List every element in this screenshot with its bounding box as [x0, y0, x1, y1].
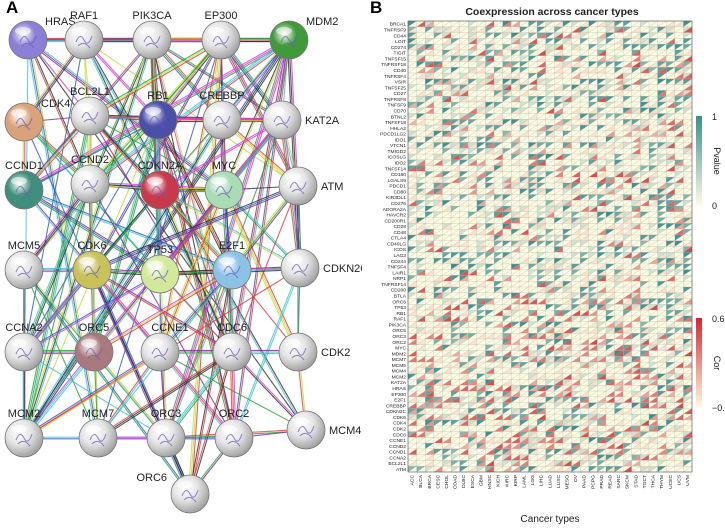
panel-b-label: B	[370, 0, 382, 18]
node-label: ORC6	[136, 472, 167, 484]
node-ccnd1[interactable]: CCND1	[5, 160, 43, 209]
node-label: CCND2	[71, 154, 109, 166]
node-label: CCNE1	[151, 322, 188, 334]
node-label: CREBBP	[199, 90, 244, 102]
node-highlight	[177, 481, 193, 489]
node-label: E2F1	[219, 240, 245, 252]
node-kat2a[interactable]: KAT2A	[263, 101, 340, 139]
node-highlight	[208, 27, 224, 35]
node-cdk2[interactable]: CDK2	[279, 333, 350, 371]
node-mcm5[interactable]: MCM5	[5, 240, 43, 289]
heatmap-cells	[408, 21, 692, 472]
node-highlight	[145, 107, 161, 115]
node-highlight	[209, 107, 225, 115]
node-ep300[interactable]: EP300	[202, 10, 240, 59]
node-highlight	[77, 171, 93, 179]
node-label: CDKN2C	[323, 263, 362, 275]
node-mcm2[interactable]: MCM2	[5, 408, 43, 457]
node-cdkn2c[interactable]: CDKN2C	[281, 249, 362, 287]
node-label: ORC2	[219, 408, 250, 420]
node-label: CDKN2A	[138, 160, 183, 172]
node-highlight	[11, 109, 27, 117]
node-label: RAF1	[70, 10, 98, 22]
node-label: MDM2	[306, 16, 338, 28]
node-highlight	[153, 425, 169, 433]
node-label: MCM5	[8, 240, 40, 252]
chart-title: Coexpression across cancer types	[465, 6, 638, 18]
node-highlight	[11, 425, 27, 433]
node-highlight	[147, 339, 163, 347]
node-highlight	[139, 27, 155, 35]
node-label: KAT2A	[305, 115, 340, 127]
node-label: CDC6	[217, 322, 247, 334]
node-highlight	[221, 425, 237, 433]
node-label: ORC5	[79, 322, 110, 334]
node-e2f1[interactable]: E2F1	[213, 240, 251, 289]
node-pik3ca[interactable]: PIK3CA	[132, 10, 172, 59]
node-mcm4[interactable]: MCM4	[287, 411, 361, 449]
node-highlight	[285, 173, 301, 181]
node-label: RB1	[147, 90, 168, 102]
node-label: CCNA2	[5, 322, 42, 334]
node-highlight	[81, 339, 97, 347]
node-atm[interactable]: ATM	[279, 167, 343, 205]
node-highlight	[11, 257, 27, 265]
node-label: ATM	[321, 181, 343, 193]
node-highlight	[219, 257, 235, 265]
node-label: CCND1	[5, 160, 43, 172]
node-highlight	[77, 103, 93, 111]
node-label: TP53	[147, 244, 173, 256]
node-highlight	[11, 339, 27, 347]
node-cdc6[interactable]: CDC6	[213, 322, 251, 371]
node-label: CDK2	[321, 347, 350, 359]
node-label: ORC3	[151, 408, 182, 420]
node-highlight	[276, 27, 292, 35]
node-highlight	[11, 177, 27, 185]
node-orc3[interactable]: ORC3	[147, 408, 185, 457]
node-highlight	[293, 417, 309, 425]
node-highlight	[147, 261, 163, 269]
node-mdm2[interactable]: MDM2	[270, 16, 338, 59]
node-raf1[interactable]: RAF1	[65, 10, 103, 59]
node-highlight	[287, 255, 303, 263]
node-highlight	[285, 339, 301, 347]
node-label: EP300	[204, 10, 237, 22]
node-orc6[interactable]: ORC6	[136, 472, 209, 513]
node-label: BCL2L1	[70, 86, 110, 98]
node-highlight	[85, 425, 101, 433]
node-orc5[interactable]: ORC5	[75, 322, 113, 371]
node-label: MCM4	[329, 425, 361, 437]
node-ccna2[interactable]: CCNA2	[5, 322, 43, 371]
node-label: MYC	[212, 160, 237, 172]
node-ccnd2[interactable]: CCND2	[71, 154, 109, 203]
node-label: CDK6	[77, 240, 106, 252]
node-mcm7[interactable]: MCM7	[79, 408, 117, 457]
node-bcl2l1[interactable]: BCL2L1	[70, 86, 110, 135]
node-highlight	[15, 27, 31, 35]
node-highlight	[219, 339, 235, 347]
node-highlight	[211, 177, 227, 185]
node-orc2[interactable]: ORC2	[215, 408, 253, 457]
node-label: MCM7	[82, 408, 114, 420]
node-highlight	[269, 107, 285, 115]
node-highlight	[79, 257, 95, 265]
node-label: CDK4	[41, 98, 70, 110]
node-label: PIK3CA	[132, 10, 172, 22]
node-highlight	[147, 177, 163, 185]
node-cdk6[interactable]: CDK6	[73, 240, 111, 289]
node-label: MCM2	[8, 408, 40, 420]
coexpression-heatmap: Coexpression across cancer typesBRCA1TNF…	[362, 0, 725, 527]
node-highlight	[71, 27, 87, 35]
panel-a-label: A	[6, 0, 18, 18]
